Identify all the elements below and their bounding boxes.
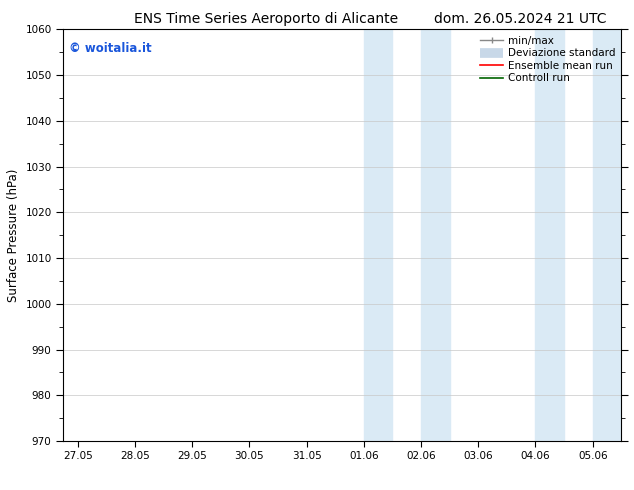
Bar (593, 29, 621, 441)
Bar (536, 29, 564, 441)
Text: © woitalia.it: © woitalia.it (69, 42, 152, 55)
Text: dom. 26.05.2024 21 UTC: dom. 26.05.2024 21 UTC (434, 12, 606, 26)
Text: ENS Time Series Aeroporto di Alicante: ENS Time Series Aeroporto di Alicante (134, 12, 398, 26)
Legend: min/max, Deviazione standard, Ensemble mean run, Controll run: min/max, Deviazione standard, Ensemble m… (476, 31, 619, 88)
Y-axis label: Surface Pressure (hPa): Surface Pressure (hPa) (7, 169, 20, 302)
Bar (364, 29, 392, 441)
Bar (421, 29, 450, 441)
